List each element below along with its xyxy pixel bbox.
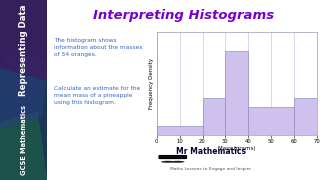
Text: Mr Mathematics: Mr Mathematics: [176, 147, 246, 156]
Bar: [203, 98, 225, 135]
Text: Maths Lessons to Engage and Inspire: Maths Lessons to Engage and Inspire: [171, 167, 252, 171]
Y-axis label: Frequency Density: Frequency Density: [149, 58, 154, 109]
Text: Calculate an estimate for the
mean mass of a pineapple
using this histogram.: Calculate an estimate for the mean mass …: [54, 86, 140, 105]
Bar: [225, 51, 248, 135]
Bar: [157, 126, 203, 135]
Circle shape: [161, 161, 175, 163]
Polygon shape: [0, 112, 47, 180]
FancyBboxPatch shape: [159, 156, 187, 158]
Bar: [248, 107, 294, 135]
Circle shape: [171, 161, 185, 163]
Polygon shape: [0, 45, 47, 130]
Text: Representing Data: Representing Data: [19, 5, 28, 96]
Text: The histogram shows
information about the masses
of 54 oranges.: The histogram shows information about th…: [54, 38, 142, 57]
Text: GCSE Mathematics: GCSE Mathematics: [21, 105, 27, 175]
Polygon shape: [0, 0, 47, 81]
Bar: [294, 98, 317, 135]
Text: Interpreting Histograms: Interpreting Histograms: [93, 9, 274, 22]
X-axis label: Mass (grams): Mass (grams): [218, 146, 256, 151]
